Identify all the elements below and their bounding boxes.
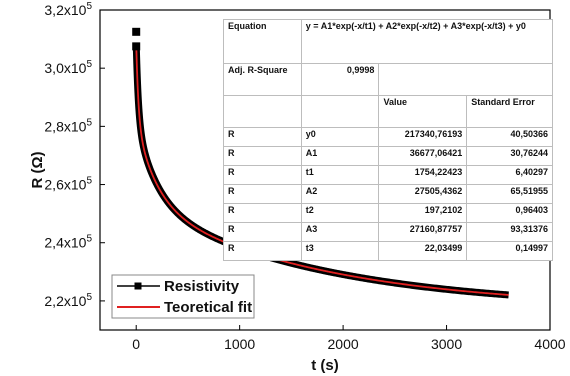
row-param: t1 xyxy=(300,165,380,186)
row-stderr: 40,50366 xyxy=(466,127,553,148)
empty-cell xyxy=(300,94,380,129)
data-point-resistivity xyxy=(132,27,141,36)
data-point-resistivity xyxy=(132,42,141,51)
row-series: R xyxy=(223,146,302,167)
table-row: R t3 22,03499 0,14997 xyxy=(223,240,553,262)
row-series: R xyxy=(223,165,302,186)
adj-r-square-value: 0,9998 xyxy=(300,62,380,96)
y-tick-label: 2,4x105 xyxy=(44,234,92,251)
row-series: R xyxy=(223,184,302,205)
legend-label-teoretical-fit: Teoretical fit xyxy=(164,299,252,316)
y-tick-label: 2,2x105 xyxy=(44,292,92,309)
table-row: R A2 27505,4362 65,51955 xyxy=(223,184,553,205)
fit-rows: R y0 217340,76193 40,50366 R A1 36677,06… xyxy=(223,127,553,262)
row-series: R xyxy=(223,222,302,242)
adj-r-square-label: Adj. R-Square xyxy=(223,62,302,96)
row-stderr: 93,31376 xyxy=(466,222,553,242)
y-tick-label: 3,0x105 xyxy=(44,59,92,76)
row-series: R xyxy=(223,127,302,148)
equation-text: y = A1*exp(-x/t1) + A2*exp(-x/t2) + A3*e… xyxy=(300,19,554,64)
row-value: 197,2102 xyxy=(378,203,468,223)
row-value: 217340,76193 xyxy=(378,127,468,148)
row-value: 36677,06421 xyxy=(378,146,468,167)
x-tick-label: 2000 xyxy=(328,336,359,352)
row-value: 27160,87757 xyxy=(378,222,468,242)
row-param: A1 xyxy=(300,146,380,167)
y-axis: 2,2x105 2,4x105 2,6x105 2,8x105 3,0x105 3,2x1… xyxy=(44,1,105,309)
row-param: A3 xyxy=(300,222,380,242)
table-row: R y0 217340,76193 40,50366 xyxy=(223,127,553,148)
x-tick-label: 1000 xyxy=(224,336,255,352)
legend-box xyxy=(111,274,255,319)
row-stderr: 0,14997 xyxy=(466,240,553,262)
row-value: 27505,4362 xyxy=(378,184,468,205)
legend-marker-resistivity xyxy=(134,282,142,290)
table-row: R t2 197,2102 0,96403 xyxy=(223,203,553,223)
row-series: R xyxy=(223,240,302,262)
table-row: R A3 27160,87757 93,31376 xyxy=(223,222,553,242)
x-tick-label: 0 xyxy=(132,336,140,352)
table-row: R A1 36677,06421 30,76244 xyxy=(223,146,553,167)
legend: Resistivity Teoretical fit xyxy=(111,274,255,319)
table-row-header: Value Standard Error xyxy=(223,94,553,129)
row-param: t3 xyxy=(300,240,380,262)
x-axis-title: t (s) xyxy=(311,357,339,374)
row-value: 1754,22423 xyxy=(378,165,468,186)
y-tick-label: 2,6x105 xyxy=(44,176,92,193)
row-stderr: 6,40297 xyxy=(466,165,553,186)
row-param: y0 xyxy=(300,127,380,148)
empty-cell xyxy=(223,94,302,129)
y-tick-label: 3,2x105 xyxy=(44,1,92,18)
series-line-teoretical-fit xyxy=(135,42,509,296)
row-stderr: 65,51955 xyxy=(466,184,553,205)
row-param: A2 xyxy=(300,184,380,205)
y-axis-title: R (Ω) xyxy=(29,151,46,188)
table-row: R t1 1754,22423 6,40297 xyxy=(223,165,553,186)
equation-label: Equation xyxy=(223,19,302,64)
row-stderr: 30,76244 xyxy=(466,146,553,167)
stderr-header: Standard Error xyxy=(466,94,553,129)
empty-cell xyxy=(378,62,553,96)
row-param: t2 xyxy=(300,203,380,223)
y-tick-label: 2,8x105 xyxy=(44,117,92,134)
fit-results-table: Equation y = A1*exp(-x/t1) + A2*exp(-x/t… xyxy=(223,19,554,262)
row-stderr: 0,96403 xyxy=(466,203,553,223)
x-tick-label: 3000 xyxy=(431,336,462,352)
legend-label-resistivity: Resistivity xyxy=(164,278,240,295)
x-tick-label: 4000 xyxy=(534,336,565,352)
series-layer xyxy=(132,27,511,299)
row-value: 22,03499 xyxy=(378,240,468,262)
value-header: Value xyxy=(378,94,468,129)
table-row-adj-r-square: Adj. R-Square 0,9998 xyxy=(223,62,553,96)
table-row-equation: Equation y = A1*exp(-x/t1) + A2*exp(-x/t… xyxy=(223,19,554,64)
x-axis: 0 1000 2000 3000 4000 xyxy=(132,325,566,352)
row-series: R xyxy=(223,203,302,223)
